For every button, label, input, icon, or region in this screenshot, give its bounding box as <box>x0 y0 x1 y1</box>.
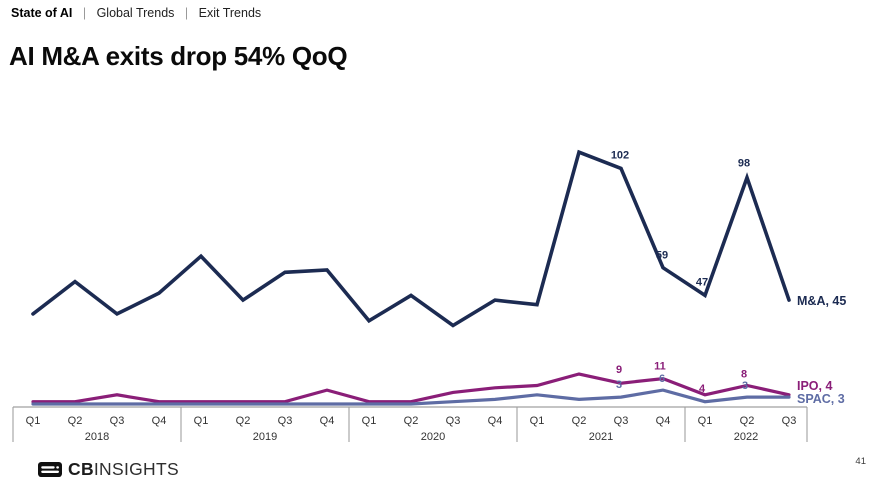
quarter-tick-label: Q2 <box>68 415 83 427</box>
ipo-point-label: 11 <box>654 361 666 373</box>
year-label: 2021 <box>589 431 613 443</box>
ma-series-end-label: M&A, 45 <box>797 294 846 308</box>
ma-point-label: 102 <box>611 149 629 161</box>
quarter-tick-label: Q3 <box>278 415 293 427</box>
quarter-tick-label: Q4 <box>656 415 671 427</box>
breadcrumb: State of AI | Global Trends | Exit Trend… <box>11 6 261 20</box>
ipo-point-label: 8 <box>741 369 747 381</box>
spac-point-label: 3 <box>616 379 622 391</box>
year-label: 2022 <box>734 431 758 443</box>
spac-point-label: 6 <box>659 373 665 385</box>
quarter-tick-label: Q3 <box>782 415 797 427</box>
ma-point-label: 47 <box>696 276 708 288</box>
quarter-tick-label: Q3 <box>446 415 461 427</box>
quarter-tick-label: Q3 <box>614 415 629 427</box>
ma-point-label: 98 <box>738 158 750 170</box>
ipo-line <box>31 372 791 404</box>
breadcrumb-item-exit-trends[interactable]: Exit Trends <box>198 6 262 20</box>
quarter-tick-label: Q2 <box>740 415 755 427</box>
spac-series-end-label: SPAC, 3 <box>797 392 845 406</box>
page-number: 41 <box>855 456 866 467</box>
logo-cb: CB <box>68 459 94 479</box>
page-title: AI M&A exits drop 54% QoQ <box>9 41 348 72</box>
quarter-tick-label: Q1 <box>698 415 713 427</box>
cb-insights-logo-icon <box>38 462 62 477</box>
quarter-tick-label: Q1 <box>26 415 41 427</box>
spac-line <box>31 388 791 406</box>
cb-insights-logo-text: CBINSIGHTS <box>68 459 179 480</box>
ipo-point-label: 4 <box>699 383 706 395</box>
ma-line <box>31 149 791 328</box>
ipo-series-end-label: IPO, 4 <box>797 379 832 393</box>
breadcrumb-brand: State of AI <box>11 6 73 20</box>
quarter-tick-label: Q4 <box>152 415 167 427</box>
quarter-tick-label: Q4 <box>488 415 503 427</box>
quarter-tick-label: Q2 <box>236 415 251 427</box>
logo-insights: INSIGHTS <box>93 459 179 479</box>
quarter-tick-label: Q1 <box>362 415 377 427</box>
quarter-tick-label: Q1 <box>530 415 545 427</box>
ma-point-label: 59 <box>656 250 668 262</box>
breadcrumb-separator: | <box>184 6 189 20</box>
year-label: 2020 <box>421 431 445 443</box>
quarter-tick-label: Q2 <box>572 415 587 427</box>
quarter-tick-label: Q2 <box>404 415 419 427</box>
ipo-point-label: 9 <box>616 364 622 376</box>
quarter-tick-label: Q3 <box>110 415 125 427</box>
year-label: 2019 <box>253 431 277 443</box>
quarter-tick-label: Q4 <box>320 415 335 427</box>
breadcrumb-separator: | <box>82 6 87 20</box>
spac-point-label: 3 <box>742 380 748 392</box>
quarter-tick-label: Q1 <box>194 415 209 427</box>
year-label: 2018 <box>85 431 109 443</box>
footer-logo: CBINSIGHTS <box>38 459 179 480</box>
breadcrumb-item-global-trends[interactable]: Global Trends <box>96 6 175 20</box>
